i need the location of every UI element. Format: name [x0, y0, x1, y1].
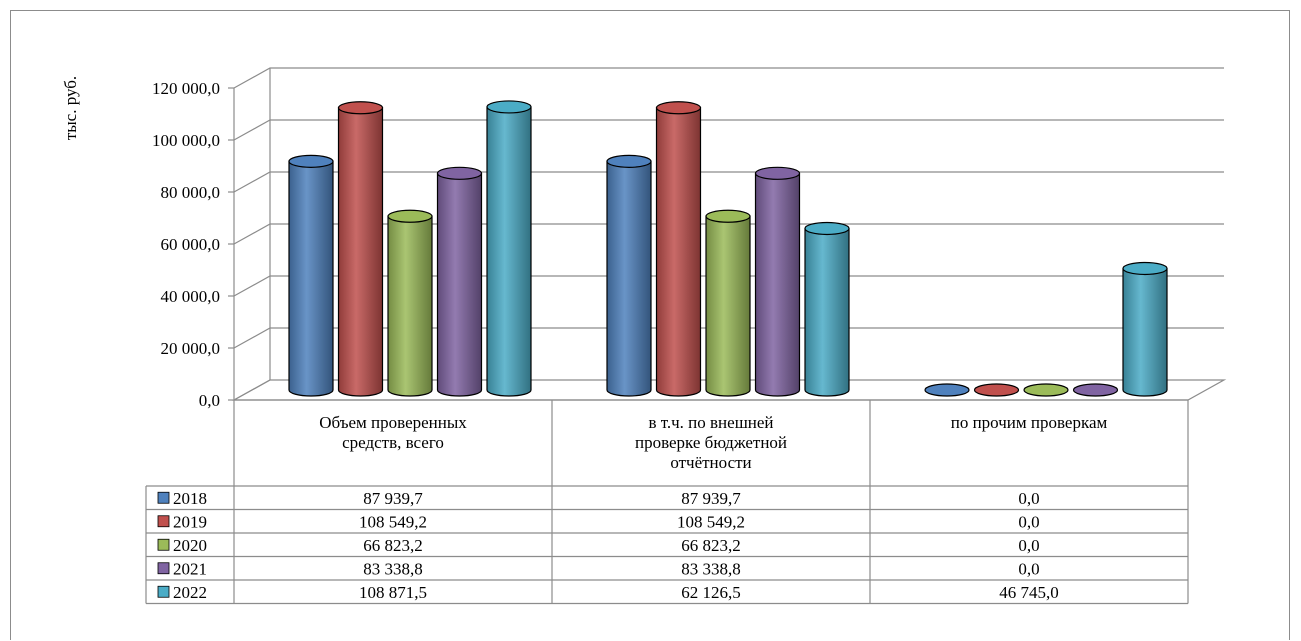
chart-gridlines [228, 67, 1224, 401]
bar-top [1072, 383, 1119, 397]
bar-top [387, 209, 433, 223]
legend-swatch-2019 [157, 515, 170, 528]
data-label: 83 338,8 [363, 559, 423, 578]
bar-top [754, 166, 801, 180]
bar-2018-cat2 [606, 154, 652, 397]
chart-frame [10, 10, 1290, 640]
bar-top [973, 383, 1020, 397]
bar-body [436, 172, 483, 397]
bar-body [288, 160, 334, 397]
bar-2018-cat1 [288, 154, 334, 397]
bar-body [705, 215, 751, 397]
bar-2019-cat1 [337, 101, 384, 397]
data-label: 46 745,0 [999, 583, 1059, 602]
bar-2019-cat3 [973, 383, 1020, 397]
data-label: 87 939,7 [681, 489, 741, 508]
bar-body [1122, 267, 1168, 397]
category-label: Объем проверенных [319, 413, 467, 432]
bar-2022-cat3 [1122, 261, 1168, 397]
chart-bars [288, 100, 1168, 397]
bar-body [655, 107, 702, 397]
bar-top [337, 101, 384, 115]
bar-body [486, 106, 532, 397]
bar-2020-cat2 [705, 209, 751, 397]
data-label: 83 338,8 [681, 559, 741, 578]
bar-body [337, 107, 384, 397]
y-tick-label: 40 000,0 [161, 287, 221, 306]
gridline [233, 275, 1224, 297]
data-label: 66 823,2 [363, 536, 423, 555]
bar-body [754, 172, 801, 397]
bar-top [705, 209, 751, 223]
gridline [233, 67, 1224, 89]
y-tick-label: 60 000,0 [161, 235, 221, 254]
category-label: средств, всего [342, 433, 444, 452]
y-tick-label: 20 000,0 [161, 339, 221, 358]
category-label: отчётности [670, 453, 751, 472]
gridline [233, 223, 1224, 245]
data-label: 108 549,2 [359, 512, 427, 531]
bar-top [804, 221, 850, 236]
bar-top [436, 166, 483, 180]
y-axis-label: тыс. руб. [61, 76, 80, 140]
bar-2022-cat2 [804, 221, 850, 397]
data-label: 66 823,2 [681, 536, 741, 555]
bar-2021-cat2 [754, 166, 801, 397]
bar-body [606, 160, 652, 397]
legend-label: 2019 [173, 512, 207, 531]
legend-swatch-2021 [157, 562, 170, 575]
data-label: 108 549,2 [677, 512, 745, 531]
bar-top [655, 101, 702, 115]
y-tick-label: 80 000,0 [161, 183, 221, 202]
bar-top [486, 100, 532, 114]
bar-2020-cat3 [1023, 383, 1069, 397]
bar-2020-cat1 [387, 209, 433, 397]
bar-2022-cat1 [486, 100, 532, 397]
y-axis-ticks: 0,0 20 000,0 40 000,0 60 000,0 80 000,0 100 0… [152, 79, 220, 410]
bar-body [387, 215, 433, 397]
legend-label: 2020 [173, 536, 207, 555]
y-tick-label: 100 000,0 [152, 131, 220, 150]
bar-body [804, 227, 850, 397]
data-label: 108 871,5 [359, 583, 427, 602]
category-label: в т.ч. по внешней [648, 413, 773, 432]
category-label: проверке бюджетной [635, 433, 787, 452]
legend-swatch-2022 [157, 585, 170, 598]
bar-top [1122, 261, 1168, 276]
bar-top [288, 154, 334, 168]
legend-label: 2018 [173, 489, 207, 508]
y-tick-label: 120 000,0 [152, 79, 220, 98]
bar-top [1023, 383, 1069, 397]
bar-top [606, 154, 652, 168]
data-label: 0,0 [1018, 536, 1039, 555]
bar-top [924, 383, 970, 397]
data-label: 87 939,7 [363, 489, 423, 508]
legend-swatch-2020 [157, 538, 170, 551]
legend-label: 2021 [173, 559, 207, 578]
gridline [233, 171, 1224, 193]
bar-2021-cat1 [436, 166, 483, 397]
legend-swatch-2018 [157, 491, 170, 504]
data-label: 0,0 [1018, 489, 1039, 508]
bar-2021-cat3 [1072, 383, 1119, 397]
bar-2019-cat2 [655, 101, 702, 397]
data-label: 62 126,5 [681, 583, 741, 602]
y-tick-label: 0,0 [199, 391, 220, 410]
legend-label: 2022 [173, 583, 207, 602]
gridline [233, 119, 1224, 141]
data-label: 0,0 [1018, 559, 1039, 578]
bar-2018-cat3 [924, 383, 970, 397]
gridline [233, 327, 1224, 349]
category-label: по прочим проверкам [951, 413, 1108, 432]
data-label: 0,0 [1018, 512, 1039, 531]
